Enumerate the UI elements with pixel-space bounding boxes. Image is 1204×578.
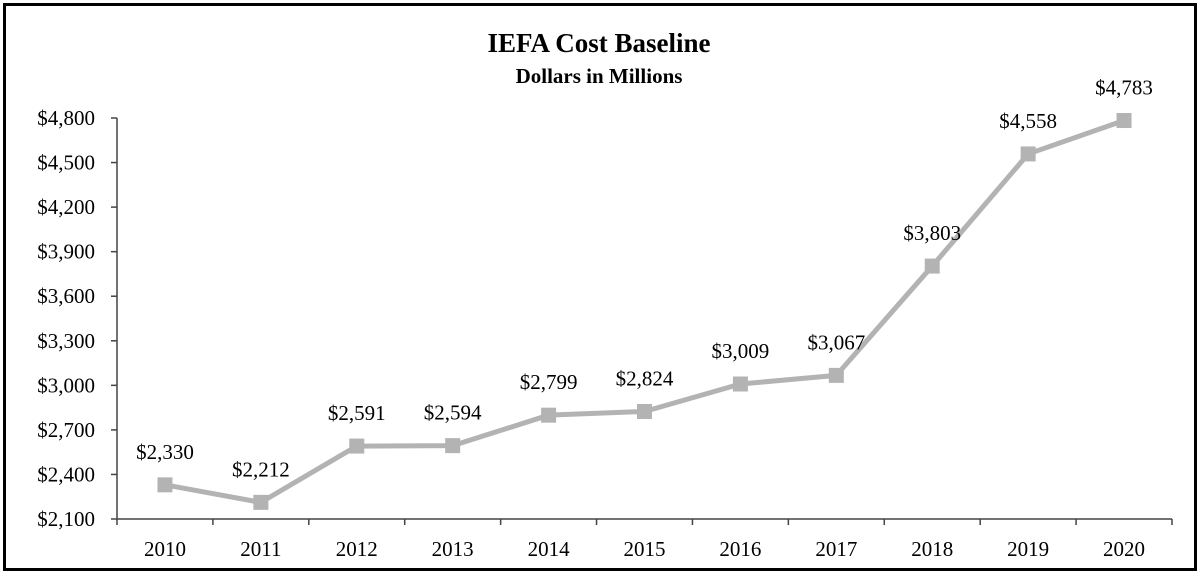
x-tick-label: 2016 — [719, 537, 761, 561]
data-point-marker — [445, 438, 461, 454]
x-tick-label: 2020 — [1103, 537, 1145, 561]
chart-title: IEFA Cost Baseline — [487, 28, 711, 58]
data-point-marker — [1020, 146, 1036, 162]
y-tick-label: $4,800 — [37, 106, 95, 130]
data-label: $2,591 — [328, 401, 386, 425]
data-label: $3,803 — [903, 221, 961, 245]
x-tick-label: 2014 — [528, 537, 571, 561]
data-point-marker — [828, 367, 844, 383]
x-tick-label: 2012 — [336, 537, 378, 561]
y-tick-label: $3,600 — [37, 284, 95, 308]
y-tick-label: $3,300 — [37, 329, 95, 353]
data-point-marker — [924, 258, 940, 274]
y-tick-label: $2,400 — [37, 462, 95, 486]
y-tick-label: $4,200 — [37, 195, 95, 219]
data-label: $3,009 — [712, 339, 770, 363]
data-point-marker — [637, 403, 652, 419]
x-tick-label: 2017 — [815, 537, 857, 561]
y-tick-label: $2,100 — [37, 507, 95, 531]
y-tick-label: $3,900 — [37, 240, 95, 264]
chart-subtitle: Dollars in Millions — [515, 64, 683, 88]
data-label: $4,558 — [999, 109, 1057, 133]
y-tick-label: $2,700 — [37, 418, 95, 442]
data-label: $2,330 — [136, 440, 194, 464]
data-point-marker — [732, 376, 748, 392]
data-point-marker — [541, 407, 557, 423]
y-tick-label: $3,000 — [37, 373, 95, 397]
data-label: $2,824 — [616, 366, 674, 390]
data-label: $2,594 — [424, 401, 482, 425]
data-point-marker — [349, 438, 365, 454]
x-tick-label: 2011 — [240, 537, 281, 561]
x-tick-label: 2010 — [144, 537, 186, 561]
x-tick-label: 2015 — [624, 537, 666, 561]
series-line — [164, 118, 1125, 505]
chart-frame — [3, 3, 1197, 571]
x-tick-label: 2013 — [432, 537, 474, 561]
y-tick-label: $4,500 — [37, 151, 95, 175]
data-point-marker — [157, 477, 173, 493]
data-label: $3,067 — [807, 330, 865, 354]
data-label: $4,783 — [1095, 76, 1153, 100]
data-label: $2,212 — [232, 457, 290, 481]
data-point-marker — [253, 494, 269, 510]
data-point-marker — [1116, 113, 1132, 129]
x-tick-label: 2018 — [911, 537, 953, 561]
data-label: $2,799 — [520, 370, 578, 394]
x-tick-label: 2019 — [1007, 537, 1049, 561]
